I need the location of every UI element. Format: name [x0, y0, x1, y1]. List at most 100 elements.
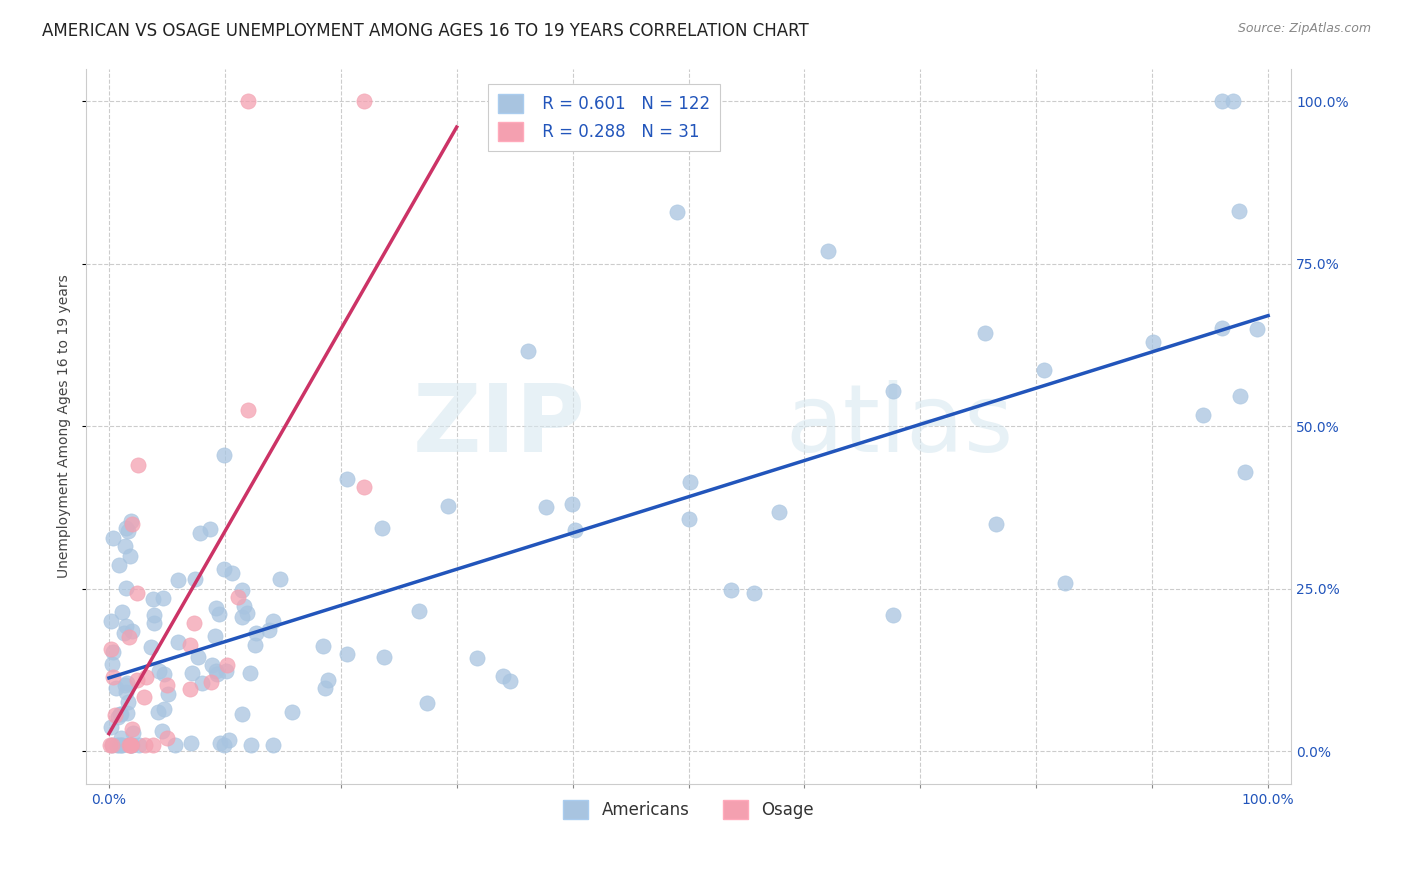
Point: [205, 666, 228, 681]
Point: [236, 606, 259, 620]
Point: [209, 736, 232, 750]
Point: [316, 673, 339, 688]
Point: [678, 511, 700, 525]
Point: [218, 733, 240, 747]
Point: [156, 687, 179, 701]
Point: [120, 738, 142, 752]
Point: [336, 472, 359, 486]
Point: [165, 738, 187, 752]
Point: [100, 641, 122, 656]
Text: ZIP: ZIP: [413, 380, 586, 472]
Point: [156, 678, 179, 692]
Point: [115, 685, 138, 699]
Point: [100, 720, 122, 734]
Point: [245, 625, 267, 640]
Point: [153, 666, 176, 681]
Point: [1246, 321, 1268, 335]
Point: [233, 599, 256, 613]
Point: [236, 94, 259, 108]
Point: [240, 738, 263, 752]
Point: [180, 665, 202, 680]
Point: [200, 675, 222, 690]
Point: [114, 520, 136, 534]
Point: [125, 673, 148, 687]
Point: [204, 628, 226, 642]
Point: [236, 403, 259, 417]
Point: [188, 526, 211, 541]
Point: [122, 726, 145, 740]
Point: [146, 705, 169, 719]
Point: [665, 204, 688, 219]
Point: [226, 591, 249, 605]
Point: [1054, 575, 1077, 590]
Point: [974, 326, 997, 340]
Point: [373, 650, 395, 665]
Point: [201, 657, 224, 672]
Point: [262, 738, 284, 752]
Point: [212, 562, 235, 576]
Point: [184, 573, 207, 587]
Point: [1032, 363, 1054, 377]
Point: [214, 738, 236, 752]
Point: [167, 635, 190, 649]
Point: [114, 539, 136, 553]
Point: [143, 608, 166, 623]
Point: [101, 531, 124, 545]
Point: [134, 738, 156, 752]
Text: Source: ZipAtlas.com: Source: ZipAtlas.com: [1237, 22, 1371, 36]
Point: [101, 657, 124, 671]
Point: [336, 648, 359, 662]
Point: [1233, 465, 1256, 479]
Point: [1222, 94, 1244, 108]
Point: [353, 480, 375, 494]
Point: [179, 638, 201, 652]
Point: [561, 497, 583, 511]
Point: [139, 640, 162, 654]
Point: [179, 681, 201, 696]
Legend: Americans, Osage: Americans, Osage: [557, 793, 821, 825]
Point: [142, 592, 165, 607]
Point: [152, 702, 174, 716]
Point: [205, 664, 228, 678]
Point: [111, 738, 134, 752]
Point: [205, 601, 228, 615]
Text: atlas: atlas: [785, 380, 1014, 472]
Point: [416, 697, 439, 711]
Point: [108, 706, 131, 721]
Point: [742, 585, 765, 599]
Point: [679, 475, 702, 489]
Point: [100, 614, 122, 628]
Point: [118, 738, 141, 752]
Point: [269, 573, 291, 587]
Point: [118, 549, 141, 564]
Point: [180, 736, 202, 750]
Point: [132, 690, 155, 704]
Point: [231, 582, 253, 597]
Point: [314, 681, 336, 695]
Point: [1142, 335, 1164, 350]
Point: [353, 94, 375, 108]
Point: [564, 523, 586, 537]
Point: [371, 521, 394, 535]
Point: [517, 344, 540, 359]
Point: [121, 624, 143, 639]
Point: [115, 676, 138, 690]
Point: [127, 458, 149, 472]
Point: [110, 731, 132, 746]
Point: [534, 500, 557, 515]
Point: [152, 724, 174, 739]
Point: [121, 516, 143, 531]
Point: [492, 669, 515, 683]
Point: [128, 738, 150, 752]
Point: [208, 607, 231, 621]
Point: [217, 658, 239, 673]
Point: [135, 670, 157, 684]
Point: [104, 681, 127, 695]
Point: [221, 566, 243, 580]
Point: [1227, 204, 1250, 219]
Point: [105, 738, 128, 752]
Point: [111, 605, 134, 619]
Point: [245, 638, 267, 652]
Point: [148, 664, 170, 678]
Point: [231, 706, 253, 721]
